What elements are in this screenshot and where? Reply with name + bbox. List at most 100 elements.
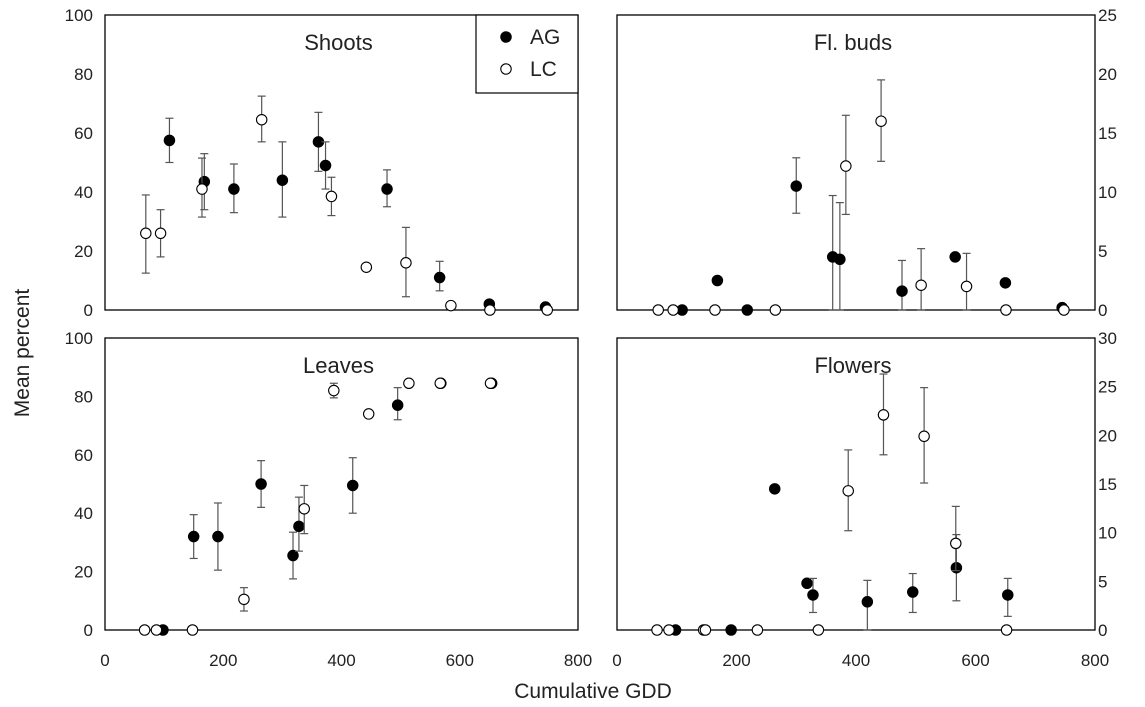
plot-frame (104, 14, 579, 311)
data-point-ag (163, 134, 176, 147)
data-point-ag (187, 530, 200, 543)
data-point-ag (391, 399, 404, 411)
data-point-lc (484, 377, 497, 390)
data-point-lc (400, 257, 412, 269)
data-point-lc (840, 160, 852, 172)
x-tick-label: 200 (722, 651, 750, 670)
data-point-lc (709, 304, 721, 316)
data-point-lc (667, 304, 679, 316)
data-point-lc (915, 279, 927, 291)
data-point-ag (949, 251, 961, 263)
data-point-lc (238, 593, 250, 606)
data-point-lc (360, 261, 373, 273)
data-point-ag (276, 174, 289, 186)
data-point-lc (1000, 304, 1012, 316)
y-tick-label: 10 (1098, 183, 1117, 202)
data-point-ag (896, 285, 908, 297)
y-tick-label: 5 (1098, 572, 1107, 591)
data-point-lc (1000, 624, 1013, 636)
data-point-ag (907, 586, 919, 598)
y-tick-label: 80 (74, 65, 93, 84)
panel-title: Fl. buds (814, 30, 892, 55)
data-point-lc (186, 624, 199, 636)
panel-flowers: Flowers 0 5 10 15 20 25 30 0 200 400 600 800 (612, 329, 1117, 670)
data-point-ag (255, 478, 267, 490)
data-point-lc (255, 113, 268, 126)
data-point-ag (433, 271, 446, 284)
y-tick-label: 80 (74, 387, 93, 406)
data-point-ag (228, 183, 240, 195)
data-point-lc (325, 190, 338, 203)
data-point-lc (769, 304, 782, 316)
y-tick-label: 100 (65, 6, 93, 25)
plot-frame (104, 337, 579, 631)
y-tick-label: 30 (1098, 329, 1117, 348)
series-ag (157, 377, 498, 636)
data-point-ag (725, 624, 737, 636)
data-point-lc (434, 377, 446, 390)
data-point-lc (138, 624, 151, 636)
data-point-lc (751, 624, 764, 636)
data-point-lc (877, 409, 890, 421)
data-point-lc (812, 624, 825, 636)
data-point-ag (711, 274, 724, 287)
y-tick-label: 60 (74, 124, 93, 143)
data-point-ag (807, 589, 819, 601)
x-tick-label: 800 (1081, 651, 1109, 670)
y-axis-title: Mean percent (11, 289, 34, 418)
y-tick-label: 0 (1098, 301, 1107, 320)
x-tick-label: 800 (564, 651, 592, 670)
panel-shoots: Shoots 0 20 40 60 80 100 AG LC (65, 6, 579, 320)
y-tick-label: 15 (1098, 475, 1117, 494)
data-point-lc (918, 430, 930, 443)
data-point-lc (150, 624, 163, 636)
series-ag (676, 157, 1068, 316)
y-tick-label: 100 (65, 329, 93, 348)
plot-frame (616, 14, 1096, 311)
x-tick-label: 600 (961, 651, 989, 670)
y-tick-label: 25 (1098, 378, 1117, 397)
y-tick-label: 60 (74, 446, 93, 465)
series-ag (669, 483, 1014, 636)
data-point-ag (741, 304, 754, 316)
data-point-lc (328, 384, 340, 397)
x-tick-label: 600 (446, 651, 474, 670)
x-tick-label: 200 (209, 651, 237, 670)
data-point-lc (950, 537, 962, 550)
data-point-lc (663, 624, 675, 636)
data-point-lc (652, 304, 664, 316)
y-tick-label: 25 (1098, 6, 1117, 25)
legend-marker-ag (500, 31, 512, 43)
data-point-lc (842, 485, 854, 497)
data-point-lc (445, 299, 457, 312)
data-point-lc (875, 115, 887, 127)
data-point-ag (861, 596, 874, 608)
y-tick-label: 10 (1098, 524, 1117, 543)
panel-title: Leaves (303, 353, 374, 378)
series-lc (652, 79, 1070, 316)
data-point-ag (287, 549, 299, 562)
data-point-ag (790, 180, 802, 192)
panel-fl-buds: Fl. buds 0 5 10 15 20 25 (616, 6, 1117, 320)
data-point-lc (699, 624, 712, 636)
x-axis-title: Cumulative GDD (514, 680, 672, 703)
data-point-ag (801, 577, 813, 590)
x-tick-label: 400 (327, 651, 355, 670)
data-point-ag (381, 183, 393, 195)
data-point-lc (154, 227, 167, 240)
data-point-lc (196, 183, 208, 195)
data-point-ag (834, 253, 846, 266)
plot-frame (616, 337, 1096, 631)
legend-marker-lc (500, 63, 512, 75)
x-tick-label: 400 (842, 651, 870, 670)
legend-label-lc: LC (530, 58, 557, 81)
y-tick-label: 20 (1098, 65, 1117, 84)
data-point-ag (999, 277, 1012, 289)
data-point-ag (212, 530, 224, 543)
panel-title: Shoots (304, 30, 373, 55)
series-lc (140, 95, 554, 316)
data-point-ag (346, 479, 359, 492)
data-point-lc (140, 227, 152, 240)
y-tick-label: 15 (1098, 124, 1117, 143)
